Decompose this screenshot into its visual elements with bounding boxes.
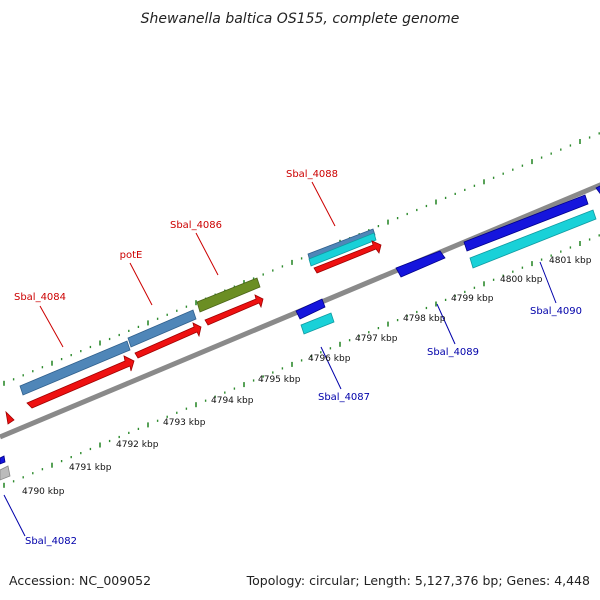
map-title: Shewanella baltica OS155, complete genom… [141,11,460,27]
label-sbal-4090[interactable]: Sbal_4090 [530,306,582,317]
kbp-label: 4801 kbp [549,256,592,266]
kbp-label: 4792 kbp [116,440,159,450]
leader-sbal-4082 [3,494,26,537]
topology-text: Topology: circular; Length: 5,127,376 bp… [246,573,590,588]
leader-sbal-4086 [195,232,219,276]
kbp-label: 4799 kbp [451,294,494,304]
gene-blue-arrow-large[interactable] [463,194,589,252]
gene-red-arrow-5[interactable] [5,410,15,425]
label-sbal-4086[interactable]: Sbal_4086 [170,220,222,231]
label-sbal-4087[interactable]: Sbal_4087 [318,392,370,403]
gene-sbal-4088-feature-b[interactable] [308,232,377,267]
gene-sbal-4090-feature[interactable] [469,209,597,269]
gene-labels: Sbal_4084 potE Sbal_4086 Sbal_4088 Sbal_… [14,169,582,547]
gene-red-arrow-1[interactable] [26,355,135,409]
label-leaders [3,181,557,537]
leader-sbal-4089 [436,303,456,345]
kbp-label: 4794 kbp [211,396,254,406]
label-sbal-4082[interactable]: Sbal_4082 [25,536,77,547]
gene-sbal-4087-cyan-feature[interactable] [300,312,335,335]
kbp-ruler-labels: 4790 kbp 4791 kbp 4792 kbp 4793 kbp 4794… [22,256,592,497]
gene-red-arrow-2[interactable] [134,322,202,359]
gene-sbal-4086-feature[interactable] [196,277,261,313]
gene-blue-arrow-edge[interactable] [595,185,600,196]
kbp-label: 4798 kbp [403,314,446,324]
label-pote[interactable]: potE [120,250,143,261]
gene-sbal-4082-feature[interactable] [0,465,11,481]
kbp-label: 4790 kbp [22,487,65,497]
kbp-label: 4791 kbp [69,463,112,473]
gene-sbal-4087-blue-feature[interactable] [295,298,326,320]
gene-sbal-4084-feature[interactable] [19,340,131,396]
gene-blue-small-edge[interactable] [0,455,6,465]
kbp-label: 4795 kbp [258,375,301,385]
leader-sbal-4088 [311,181,336,227]
leader-sbal-4090 [539,261,557,304]
leader-sbal-4084 [39,305,64,348]
kbp-label: 4793 kbp [163,418,206,428]
gene-red-arrow-4[interactable] [313,240,382,274]
gene-features [0,185,600,481]
label-sbal-4088[interactable]: Sbal_4088 [286,169,338,180]
gene-pote-feature[interactable] [127,309,197,348]
leader-sbal-4087 [320,346,342,390]
accession-text: Accession: NC_009052 [9,573,151,588]
label-sbal-4089[interactable]: Sbal_4089 [427,347,479,358]
kbp-label: 4796 kbp [308,354,351,364]
gene-red-arrow-3[interactable] [204,294,264,326]
label-sbal-4084[interactable]: Sbal_4084 [14,292,66,303]
leader-pote [129,262,153,306]
kbp-label: 4800 kbp [500,275,543,285]
kbp-label: 4797 kbp [355,334,398,344]
gene-sbal-4089-feature[interactable] [395,250,446,278]
